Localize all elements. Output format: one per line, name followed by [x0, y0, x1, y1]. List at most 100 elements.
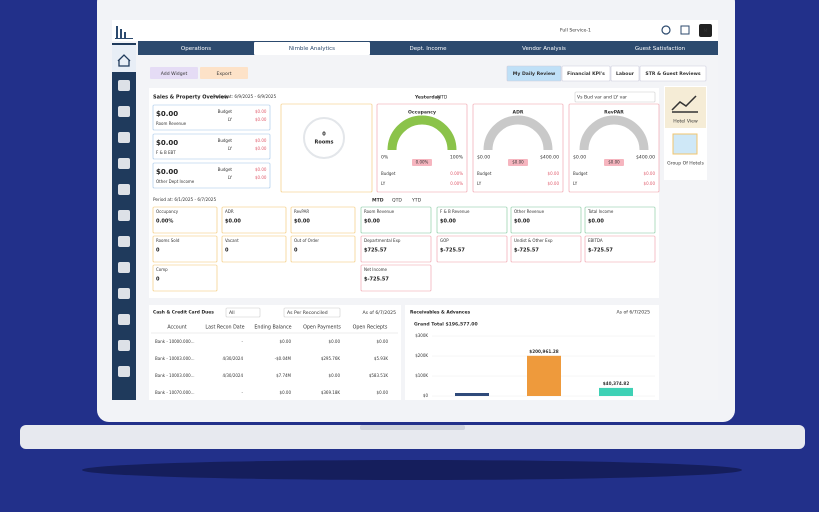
table-cell: 4/30/2024: [222, 356, 243, 361]
gauge-row-label: LY: [381, 181, 386, 186]
toggle[interactable]: MTD: [437, 95, 448, 101]
grand-total: Grand Total $196,577.00: [414, 322, 478, 328]
kpi-tile: [360, 206, 432, 234]
kpi-tile: [584, 235, 656, 263]
compare-select[interactable]: [574, 91, 656, 103]
view-tab-label: My Daily Review: [513, 71, 556, 77]
sales-card: [152, 104, 271, 131]
sidebar-icon[interactable]: [118, 288, 130, 299]
table-cell: Bank - 10070.000...: [155, 390, 194, 395]
card-label: Other Dept Income: [156, 179, 195, 184]
sidebar-icon[interactable]: [118, 262, 130, 273]
kpi-tile: [510, 235, 582, 263]
table-cell: $0.00: [377, 339, 389, 344]
gauge-title: ADR: [513, 110, 524, 116]
kpi-label: Room Revenue: [364, 209, 395, 214]
tab[interactable]: Guest Satisfaction: [635, 46, 686, 52]
bar: [455, 393, 489, 396]
kpi-tile: [360, 264, 432, 292]
gauge-min: $0.00: [477, 155, 490, 161]
kpi-value: $0.00: [440, 219, 456, 225]
view-tab[interactable]: [561, 65, 611, 82]
sidebar-icon[interactable]: [118, 366, 130, 377]
toolbar-button[interactable]: [200, 67, 248, 79]
mode-select[interactable]: [283, 307, 341, 318]
rooms-label: Rooms: [315, 140, 334, 146]
view-tab[interactable]: [506, 65, 562, 82]
toolbar-button[interactable]: [150, 67, 198, 79]
kpi-tile: [436, 206, 508, 234]
table-cell: Bank - 10003.000...: [155, 373, 194, 378]
sidebar-icon[interactable]: [118, 236, 130, 247]
sidebar-icon[interactable]: [118, 80, 130, 91]
toggle[interactable]: QTD: [392, 198, 402, 204]
sidebar-icon[interactable]: [118, 184, 130, 195]
card-row-value: $0.00: [255, 146, 267, 151]
sidebar-icon[interactable]: [118, 210, 130, 221]
side-panel-label: Hotel View: [673, 119, 698, 125]
value-label: $200,961.28: [529, 349, 558, 354]
gauge-center-box: [412, 159, 432, 166]
gauge-row-value: 0.00%: [450, 171, 463, 176]
view-tab[interactable]: [639, 65, 707, 82]
toggle[interactable]: Yesterday: [414, 95, 441, 101]
kpi-tile: [152, 235, 218, 263]
card-row-value: $0.00: [255, 167, 267, 172]
laptop-notch: [360, 425, 465, 430]
rooms-card: [280, 103, 373, 193]
kpi-value: $725.57: [364, 248, 387, 254]
tab[interactable]: Operations: [181, 46, 211, 52]
gauge-center: 0.00%: [416, 160, 429, 165]
gauge-title: Occupancy: [408, 110, 436, 116]
avatar[interactable]: [699, 24, 712, 37]
kpi-value: 0: [156, 277, 160, 283]
tab[interactable]: Vendor Analysis: [522, 46, 566, 52]
kpi-tile: [290, 206, 356, 234]
property-select[interactable]: Full Service-1: [560, 28, 591, 34]
sidebar-icon[interactable]: [118, 132, 130, 143]
view-tab-label: STR & Guest Reviews: [645, 71, 700, 77]
kpi-value: $0.00: [588, 219, 604, 225]
compare-select-label: Vs Bud var and LY var: [577, 95, 627, 101]
card-label: F & B EBT: [156, 150, 176, 155]
home-button[interactable]: [112, 45, 136, 72]
search-icon[interactable]: [661, 25, 671, 35]
gauge-row-label: Budget: [381, 171, 396, 176]
toggle[interactable]: MTD: [372, 198, 384, 204]
view-tab[interactable]: [610, 65, 640, 82]
sidebar-icon[interactable]: [118, 340, 130, 351]
toggle[interactable]: YTD: [411, 198, 422, 204]
table-header: Open Payments: [303, 325, 341, 331]
tab[interactable]: Nimble Analytics: [289, 46, 335, 52]
gauge-row-label: Budget: [573, 171, 588, 176]
home-icon: [117, 54, 131, 67]
period-label: Period at: 6/1/2025 - 6/7/2025: [153, 197, 216, 202]
tab-active[interactable]: [254, 42, 370, 55]
kpi-label: EBITDA: [588, 238, 603, 243]
rooms-ring: [303, 117, 345, 159]
panel-title: Sales & Property Overview: [153, 95, 229, 101]
kpi-tile: [152, 264, 218, 292]
sidebar-icon[interactable]: [118, 158, 130, 169]
card-row-value: $0.00: [255, 138, 267, 143]
filter-select[interactable]: [225, 307, 261, 318]
kpi-value: $-725.57: [440, 248, 465, 254]
card-row-value: $0.00: [255, 109, 267, 114]
kpi-tile: [152, 206, 218, 234]
gauge-row-value: $0.00: [548, 171, 560, 176]
sidebar-icon[interactable]: [118, 106, 130, 117]
hotel-view-tile[interactable]: [665, 87, 706, 128]
gauge-min: 0%: [381, 155, 389, 161]
kpi-value: $-725.57: [588, 248, 613, 254]
table-cell: $583.51K: [369, 373, 389, 378]
sidebar-icon[interactable]: [118, 314, 130, 325]
grid-icon[interactable]: [680, 25, 690, 35]
kpi-value: 0: [225, 248, 229, 254]
kpi-tile: [436, 235, 508, 263]
filter-label: All: [229, 310, 235, 316]
mode-label: As Per Reconciled: [287, 310, 328, 316]
tab[interactable]: Dept. Income: [409, 46, 447, 52]
card-row-label: LY: [228, 175, 233, 180]
table-cell: $5.93K: [374, 356, 388, 361]
